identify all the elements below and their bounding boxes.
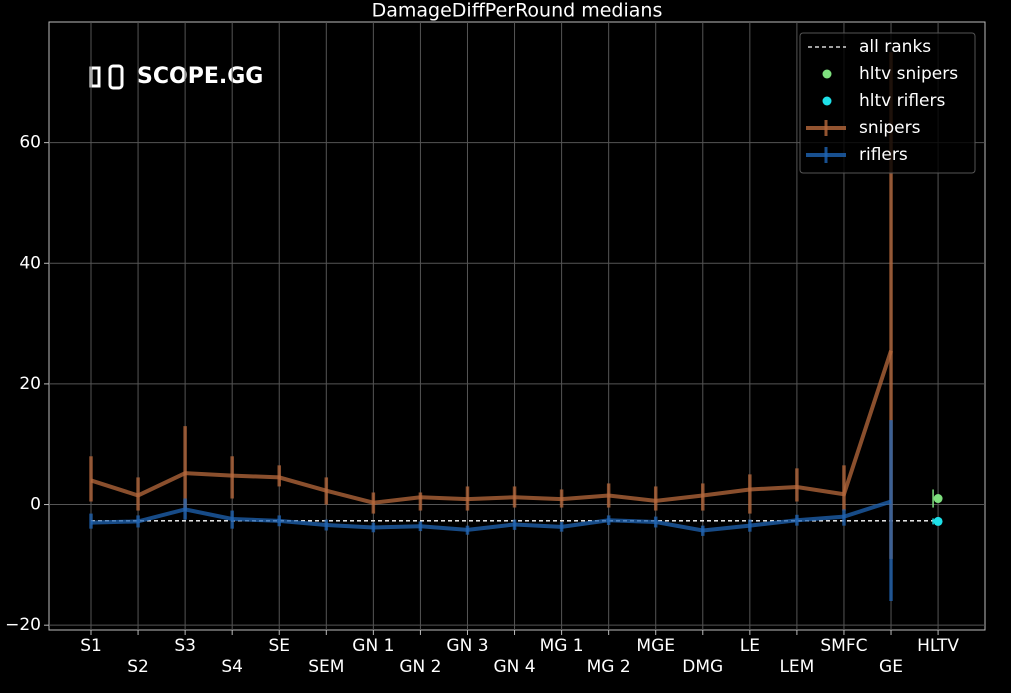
legend-swatch	[822, 96, 832, 106]
logo-icon	[108, 64, 124, 90]
watermark: SCOPE.GG	[137, 64, 263, 89]
x-tick-label: LE	[740, 636, 760, 656]
x-tick-label: GN 1	[352, 636, 394, 656]
x-tick-label: GN 2	[399, 657, 441, 677]
x-tick-label: SMFC	[820, 636, 867, 656]
x-tick-label: SEM	[308, 657, 344, 677]
legend-label: snipers	[859, 118, 921, 138]
legend-label: hltv riflers	[859, 91, 945, 111]
series-line	[90, 350, 893, 505]
x-tick-label: HLTV	[917, 636, 959, 656]
y-tick-label: 60	[19, 133, 41, 153]
series-line	[90, 499, 892, 533]
y-tick-label: 40	[19, 253, 41, 273]
y-tick-label: 20	[19, 374, 41, 394]
x-tick-label: S4	[221, 657, 243, 677]
point	[933, 516, 943, 526]
legend-label: all ranks	[859, 37, 931, 57]
chart-title: DamageDiffPerRound medians	[372, 0, 663, 22]
x-tick-label: MGE	[636, 636, 675, 656]
x-tick-label: MG 1	[540, 636, 584, 656]
x-tick-label: S1	[80, 636, 102, 656]
x-tick-label: LEM	[779, 657, 814, 677]
legend-box	[799, 32, 976, 174]
x-tick-label: S2	[127, 657, 149, 677]
x-tick-label: GN 3	[446, 636, 488, 656]
y-tick-label: −20	[5, 615, 41, 635]
legend-label: riflers	[859, 145, 908, 165]
legend-swatch	[822, 69, 832, 79]
x-tick-label: MG 2	[587, 657, 631, 677]
plot-frame	[48, 21, 986, 631]
x-tick-label: GE	[879, 657, 903, 677]
x-tick-label: S3	[174, 636, 196, 656]
x-tick-label: GN 4	[493, 657, 535, 677]
x-tick-label: SE	[268, 636, 290, 656]
point	[933, 494, 943, 504]
y-tick-label: 0	[30, 495, 41, 515]
x-tick-label: DMG	[682, 657, 723, 677]
legend-label: hltv snipers	[859, 64, 958, 84]
